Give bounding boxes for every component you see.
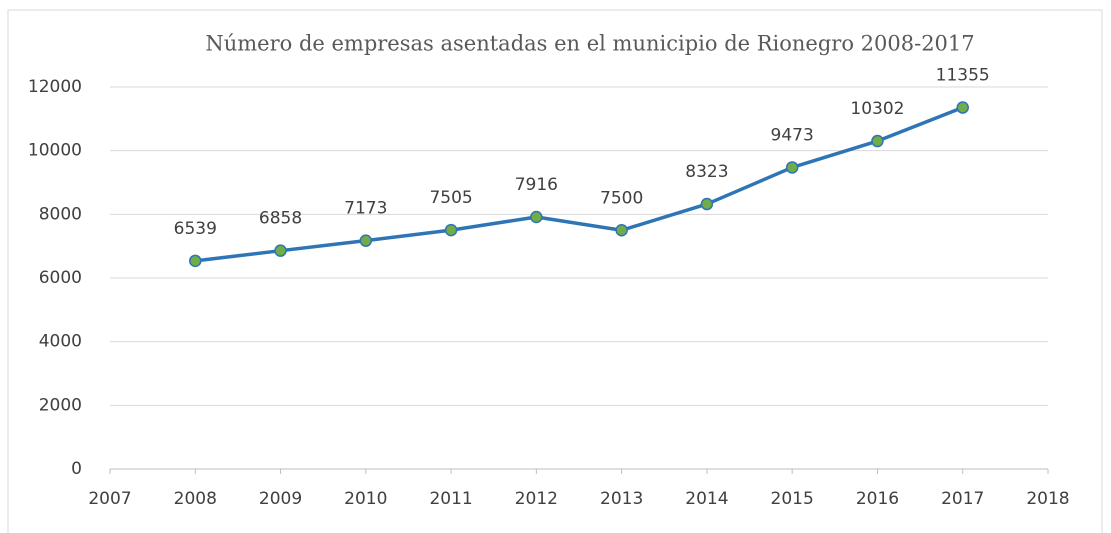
data-label: 11355 — [936, 66, 990, 86]
y-tick-label: 6000 — [39, 268, 82, 288]
x-tick-label: 2008 — [174, 489, 217, 509]
y-tick-label: 0 — [71, 459, 82, 479]
x-tick-label: 2013 — [600, 489, 643, 509]
x-tick-label: 2009 — [259, 489, 302, 509]
y-tick-label: 4000 — [39, 332, 82, 352]
data-label: 6539 — [174, 219, 217, 239]
y-tick-label: 8000 — [39, 204, 82, 224]
x-tick-label: 2011 — [429, 489, 472, 509]
x-tick-label: 2014 — [685, 489, 728, 509]
marker — [785, 161, 799, 174]
marker — [530, 210, 543, 224]
x-tick-label: 2007 — [88, 489, 131, 509]
marker — [444, 223, 458, 237]
data-label: 7500 — [600, 188, 643, 208]
y-tick-label: 2000 — [39, 395, 82, 415]
y-tick-label: 12000 — [28, 77, 82, 97]
data-label: 8323 — [685, 162, 728, 182]
x-tick-label: 2018 — [1026, 489, 1069, 509]
line — [195, 105, 964, 263]
chart-title: Número de empresas asentadas en el munic… — [205, 32, 974, 56]
marker — [189, 254, 202, 268]
data-label: 10302 — [850, 99, 904, 119]
marker — [871, 134, 884, 148]
x-tick-label: 2017 — [941, 489, 984, 509]
x-tick-label: 2010 — [344, 489, 387, 509]
x-tick-label: 2015 — [771, 489, 814, 509]
data-label: 9473 — [771, 125, 814, 145]
chart-border — [7, 9, 1103, 533]
data-label: 7505 — [429, 188, 472, 208]
marker — [615, 224, 628, 237]
data-label: 7173 — [344, 199, 387, 219]
marker — [700, 197, 714, 211]
data-label: 6858 — [259, 209, 302, 229]
data-label: 7916 — [515, 175, 558, 195]
y-tick-label: 10000 — [28, 141, 82, 161]
marker — [274, 244, 287, 257]
marker — [359, 234, 373, 247]
x-tick-label: 2016 — [856, 489, 899, 509]
x-tick-label: 2012 — [515, 489, 558, 509]
marker — [956, 101, 969, 114]
